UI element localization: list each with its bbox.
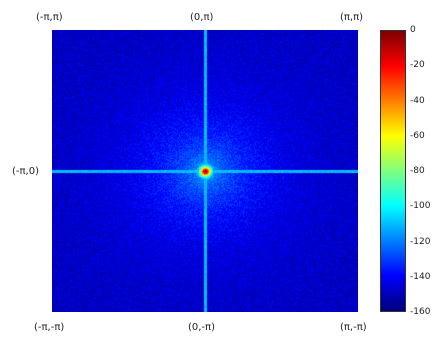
label-bottom-right: (π,-π) <box>340 322 367 333</box>
spectrum-heatmap <box>52 30 358 312</box>
colorbar-tick-label: -80 <box>410 166 425 176</box>
colorbar-tick-label: -40 <box>410 95 425 106</box>
colorbar-tick-label: -60 <box>410 130 425 141</box>
colorbar-tick-label: -140 <box>410 271 431 282</box>
label-middle-left: (-π,0) <box>12 166 39 177</box>
label-bottom-left: (-π,-π) <box>34 322 65 333</box>
colorbar-tick-label: 0 <box>410 25 416 35</box>
colorbar-tick-label: -100 <box>410 201 431 212</box>
label-bottom-center: (0,-π) <box>188 322 215 333</box>
colorbar-tick-label: -20 <box>410 60 425 71</box>
label-top-center: (0,π) <box>190 12 214 23</box>
colorbar-tick-label: -160 <box>410 307 431 317</box>
colorbar <box>380 30 406 312</box>
colorbar-tick-label: -120 <box>410 236 431 247</box>
label-top-right: (π,π) <box>340 12 364 23</box>
label-top-left: (-π,π) <box>36 12 63 23</box>
